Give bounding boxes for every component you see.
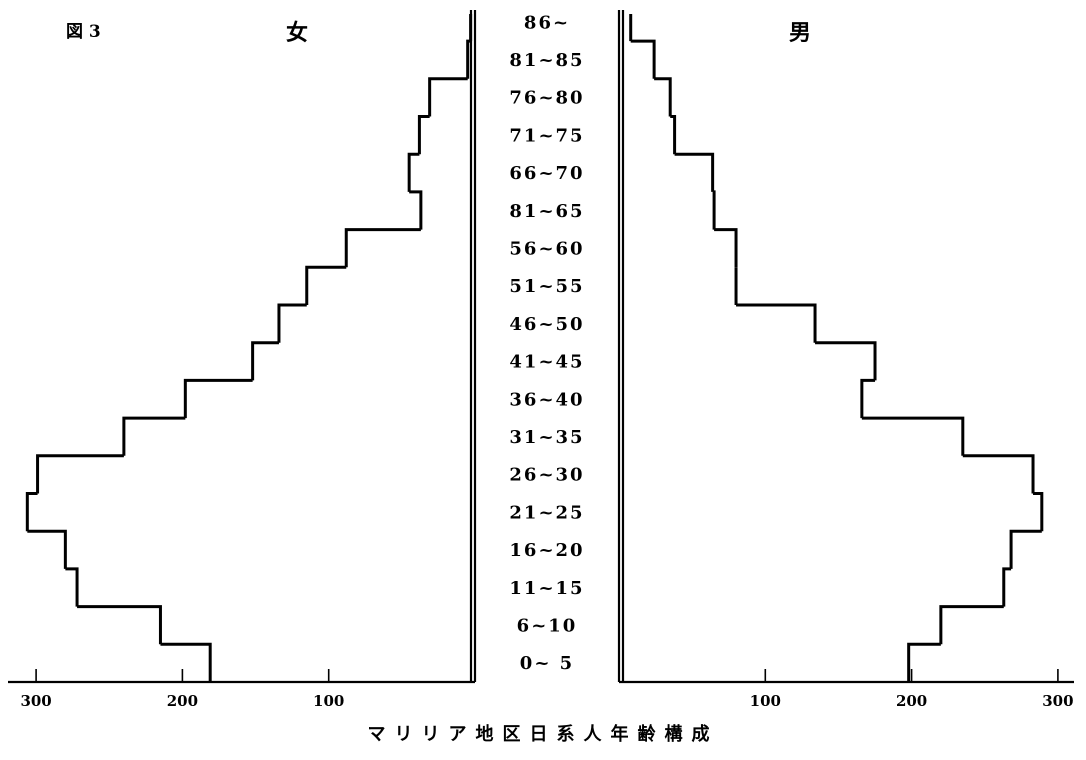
x-tick-label-female: 200	[167, 692, 198, 710]
age-group-label: 21~25	[509, 502, 584, 523]
age-category-labels: 0~ 5 6~10 11~15 16~20 21~25 26~30 31~35 36~40 41…	[509, 12, 584, 674]
bar-female-12	[409, 190, 423, 230]
x-tick-label-female: 100	[313, 692, 344, 710]
bar-female-13	[407, 152, 420, 192]
bar-female-2	[65, 567, 79, 607]
age-group-label: 76~80	[509, 88, 584, 109]
age-group-label: 56~60	[509, 238, 584, 259]
bar-male-6	[861, 416, 965, 456]
bar-male-2	[1002, 567, 1012, 607]
center-dividers	[469, 10, 625, 682]
bar-female-1	[77, 605, 162, 645]
age-group-label: 66~70	[509, 163, 584, 184]
x-tick-label-male: 100	[750, 692, 781, 710]
bar-male-4	[1033, 492, 1044, 532]
age-group-label: 11~15	[509, 578, 584, 599]
age-group-label: 0~ 5	[520, 653, 574, 674]
age-group-label: 16~20	[509, 540, 584, 561]
age-group-label: 51~55	[509, 276, 584, 297]
age-group-label: 81~65	[509, 201, 584, 222]
bar-group	[25, 14, 1044, 682]
x-tick-label-male: 300	[1042, 692, 1073, 710]
bar-female-9	[277, 303, 307, 343]
bar-female-0	[160, 642, 212, 682]
x-tick-label-female: 300	[20, 692, 51, 710]
age-group-label: 71~75	[509, 125, 584, 146]
chart-caption: マリリア地区日系人年齢構成	[368, 723, 719, 745]
age-group-label: 36~40	[509, 389, 584, 410]
bar-female-15	[428, 77, 468, 117]
bar-female-7	[183, 378, 253, 419]
age-group-label: 41~45	[509, 352, 584, 373]
bar-male-15	[654, 77, 672, 117]
bar-male-12	[712, 190, 716, 230]
side-label-female: 女	[286, 20, 308, 46]
age-group-label: 86~	[524, 12, 570, 33]
bar-female-5	[36, 454, 124, 494]
bar-female-6	[122, 416, 186, 456]
bar-male-8	[815, 341, 877, 381]
bar-male-5	[962, 454, 1035, 494]
bar-male-9	[736, 303, 817, 343]
bar-male-16	[630, 39, 656, 79]
bar-female-4	[25, 492, 38, 532]
bar-male-1	[939, 605, 1004, 645]
age-group-label: 31~35	[509, 427, 584, 448]
age-group-label: 81~85	[509, 50, 584, 71]
bar-male-7	[860, 378, 876, 419]
bar-female-8	[251, 341, 279, 381]
bar-male-3	[1009, 529, 1042, 569]
bar-female-3	[27, 529, 67, 569]
x-tick-label-male: 200	[896, 692, 927, 710]
x-axes: 100 100 200 200 300 300	[8, 669, 1074, 710]
bar-female-14	[417, 115, 430, 155]
bar-male-11	[714, 228, 738, 268]
age-group-label: 26~30	[509, 465, 584, 486]
figure-label: 図 3	[66, 22, 101, 42]
bar-male-13	[674, 152, 715, 192]
bar-female-10	[305, 265, 347, 305]
side-label-male: 男	[789, 20, 811, 46]
bar-female-11	[344, 228, 421, 268]
age-group-label: 6~10	[517, 615, 578, 636]
age-group-label: 46~50	[509, 314, 584, 335]
bar-male-0	[907, 642, 941, 682]
bar-male-14	[670, 115, 677, 155]
